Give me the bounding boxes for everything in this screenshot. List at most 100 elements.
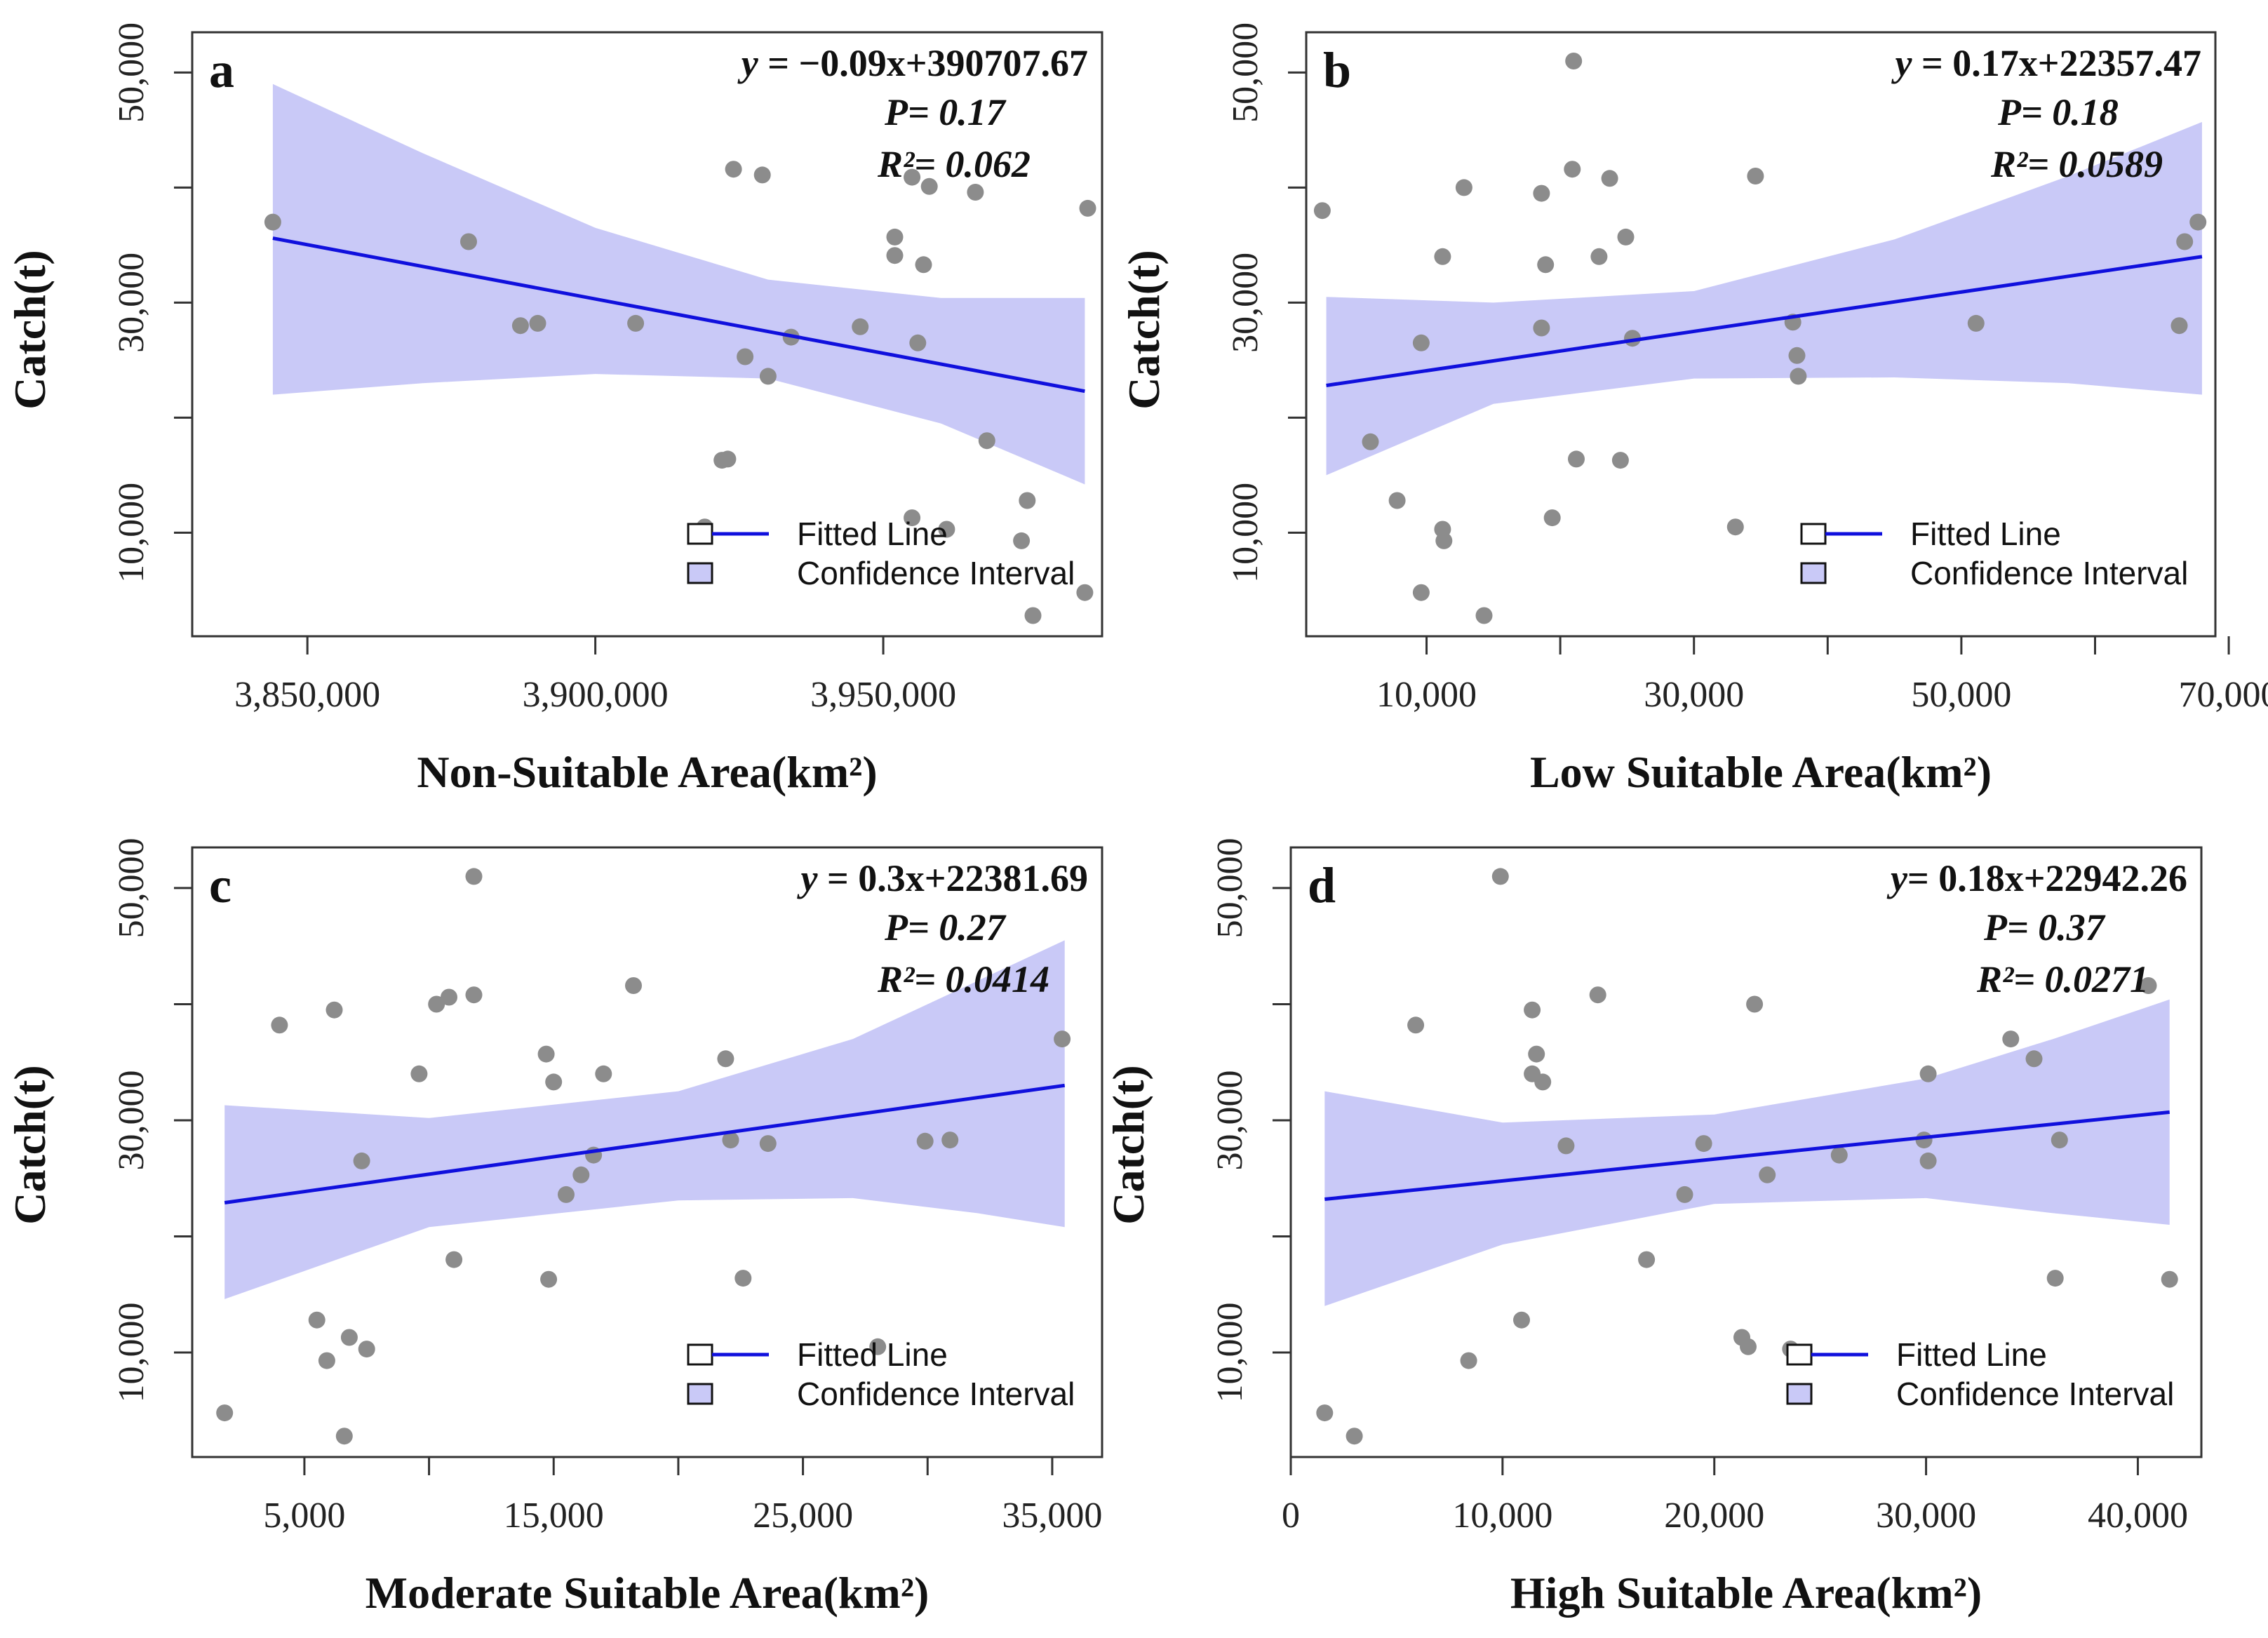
- confidence-band: [1324, 999, 2170, 1306]
- data-point: [2002, 1031, 2020, 1048]
- data-point: [759, 1135, 777, 1153]
- data-point: [1676, 1186, 1693, 1203]
- data-point: [967, 184, 984, 201]
- panel-d: 0 10,000 20,000 30,000 40,000 10,000 30,000 50,…: [1103, 838, 2203, 1618]
- y-tick-label: 10,000: [1210, 1303, 1250, 1403]
- data-point: [1079, 199, 1096, 217]
- data-point: [1024, 607, 1042, 624]
- data-point: [2140, 977, 2157, 994]
- y-tick-label: 50,000: [112, 22, 152, 123]
- data-point: [978, 432, 995, 450]
- data-point: [938, 521, 955, 538]
- x-tick-label: 50,000: [1911, 675, 2011, 715]
- equation-body: = 0.3x+22381.69: [817, 857, 1088, 899]
- data-point: [353, 1152, 370, 1169]
- y-axis-title: Catch(t): [1103, 1065, 1153, 1224]
- data-point: [2189, 213, 2207, 231]
- data-point: [2176, 233, 2194, 250]
- data-point: [318, 1352, 335, 1369]
- legend-fitted-swatch: [1800, 523, 1827, 545]
- data-point: [326, 1001, 343, 1019]
- fitted-line: [1326, 255, 2203, 387]
- panel-b: 10,000 30,000 50,000 70,000 10,000 30,000 50,0…: [1119, 22, 2268, 797]
- data-point: [915, 256, 932, 274]
- x-axis-title: Moderate Suitable Area(km²): [365, 1568, 930, 1618]
- data-point: [1407, 1016, 1425, 1034]
- data-point: [1611, 452, 1629, 469]
- y-tick-label: 10,000: [112, 483, 152, 583]
- legend-ci-label: Confidence Interval: [797, 555, 1075, 591]
- data-point: [1919, 1065, 1937, 1082]
- equation-y-symbol: y: [737, 42, 759, 84]
- data-point: [1638, 1251, 1656, 1268]
- data-point: [216, 1404, 234, 1422]
- data-point: [308, 1311, 326, 1329]
- data-point: [1313, 202, 1331, 220]
- data-point: [725, 161, 742, 178]
- legend-ci-label: Confidence Interval: [1910, 555, 2188, 591]
- p-value: P= 0.27: [884, 906, 1007, 948]
- x-tick-label: 10,000: [1376, 675, 1477, 715]
- data-point: [2051, 1132, 2068, 1149]
- data-point: [1013, 532, 1031, 549]
- data-point: [1460, 1352, 1477, 1369]
- y-tick-label: 30,000: [1226, 253, 1266, 353]
- legend-ci-swatch: [687, 562, 713, 584]
- data-point: [886, 247, 904, 264]
- data-point: [2161, 1270, 2178, 1288]
- y-axis-title: Catch(t): [5, 250, 55, 409]
- x-axis-title: Low Suitable Area(km²): [1530, 747, 1992, 797]
- data-point: [1543, 509, 1561, 527]
- r-squared: R²= 0.0271: [1976, 958, 2149, 1000]
- data-point: [2046, 1270, 2064, 1287]
- equation-body: = −0.09x+390707.67: [758, 42, 1088, 84]
- x-tick-label: 30,000: [1644, 675, 1744, 715]
- data-point: [529, 314, 546, 332]
- x-tick-label: 0: [1282, 1496, 1300, 1536]
- legend-ci-label: Confidence Interval: [797, 1376, 1075, 1412]
- confidence-band: [1326, 121, 2202, 476]
- x-tick-label: 20,000: [1664, 1496, 1764, 1536]
- y-tick-label: 30,000: [112, 1070, 152, 1170]
- x-tick-label: 3,950,000: [810, 675, 956, 715]
- data-point: [1726, 518, 1744, 536]
- data-point: [759, 368, 777, 385]
- data-point: [1528, 1045, 1545, 1063]
- data-point: [869, 1338, 887, 1355]
- data-point: [445, 1251, 463, 1268]
- fitted-line: [272, 236, 1085, 394]
- plot-frame: [191, 31, 1103, 638]
- data-point: [722, 1132, 739, 1149]
- legend-ci-swatch: [1800, 562, 1827, 584]
- data-point: [358, 1341, 375, 1358]
- data-point: [625, 977, 642, 994]
- x-tick-label: 40,000: [2088, 1496, 2188, 1536]
- data-point: [465, 868, 483, 885]
- y-tick-label: 30,000: [1210, 1070, 1250, 1170]
- data-point: [1537, 256, 1555, 274]
- regression-equation: y = 0.17x+22357.47: [1891, 42, 2201, 84]
- data-point: [916, 1132, 934, 1150]
- legend-fitted-label: Fitted Line: [797, 516, 948, 552]
- data-point: [1435, 532, 1453, 549]
- data-point: [1589, 986, 1606, 1004]
- data-point: [1434, 248, 1451, 265]
- data-point: [1491, 868, 1509, 885]
- panel-c: 5,000 15,000 25,000 35,000 10,000 30,000 50,00…: [5, 838, 1103, 1618]
- y-tick-label: 30,000: [112, 253, 152, 353]
- data-point: [1455, 179, 1472, 196]
- data-point: [737, 348, 754, 365]
- data-point: [1601, 170, 1618, 187]
- r-squared: R²= 0.062: [877, 143, 1031, 185]
- x-tick-label: 3,850,000: [234, 675, 380, 715]
- legend-fitted-swatch: [1786, 1343, 1813, 1366]
- data-point: [335, 1428, 353, 1445]
- confidence-band: [272, 83, 1085, 485]
- data-point: [558, 1186, 575, 1203]
- data-point: [941, 1132, 959, 1149]
- regression-equation: y= 0.18x+22942.26: [1886, 857, 2187, 899]
- plot-frame: [191, 846, 1103, 1458]
- data-point: [1054, 1031, 1071, 1048]
- legend-fitted-swatch: [687, 1343, 713, 1366]
